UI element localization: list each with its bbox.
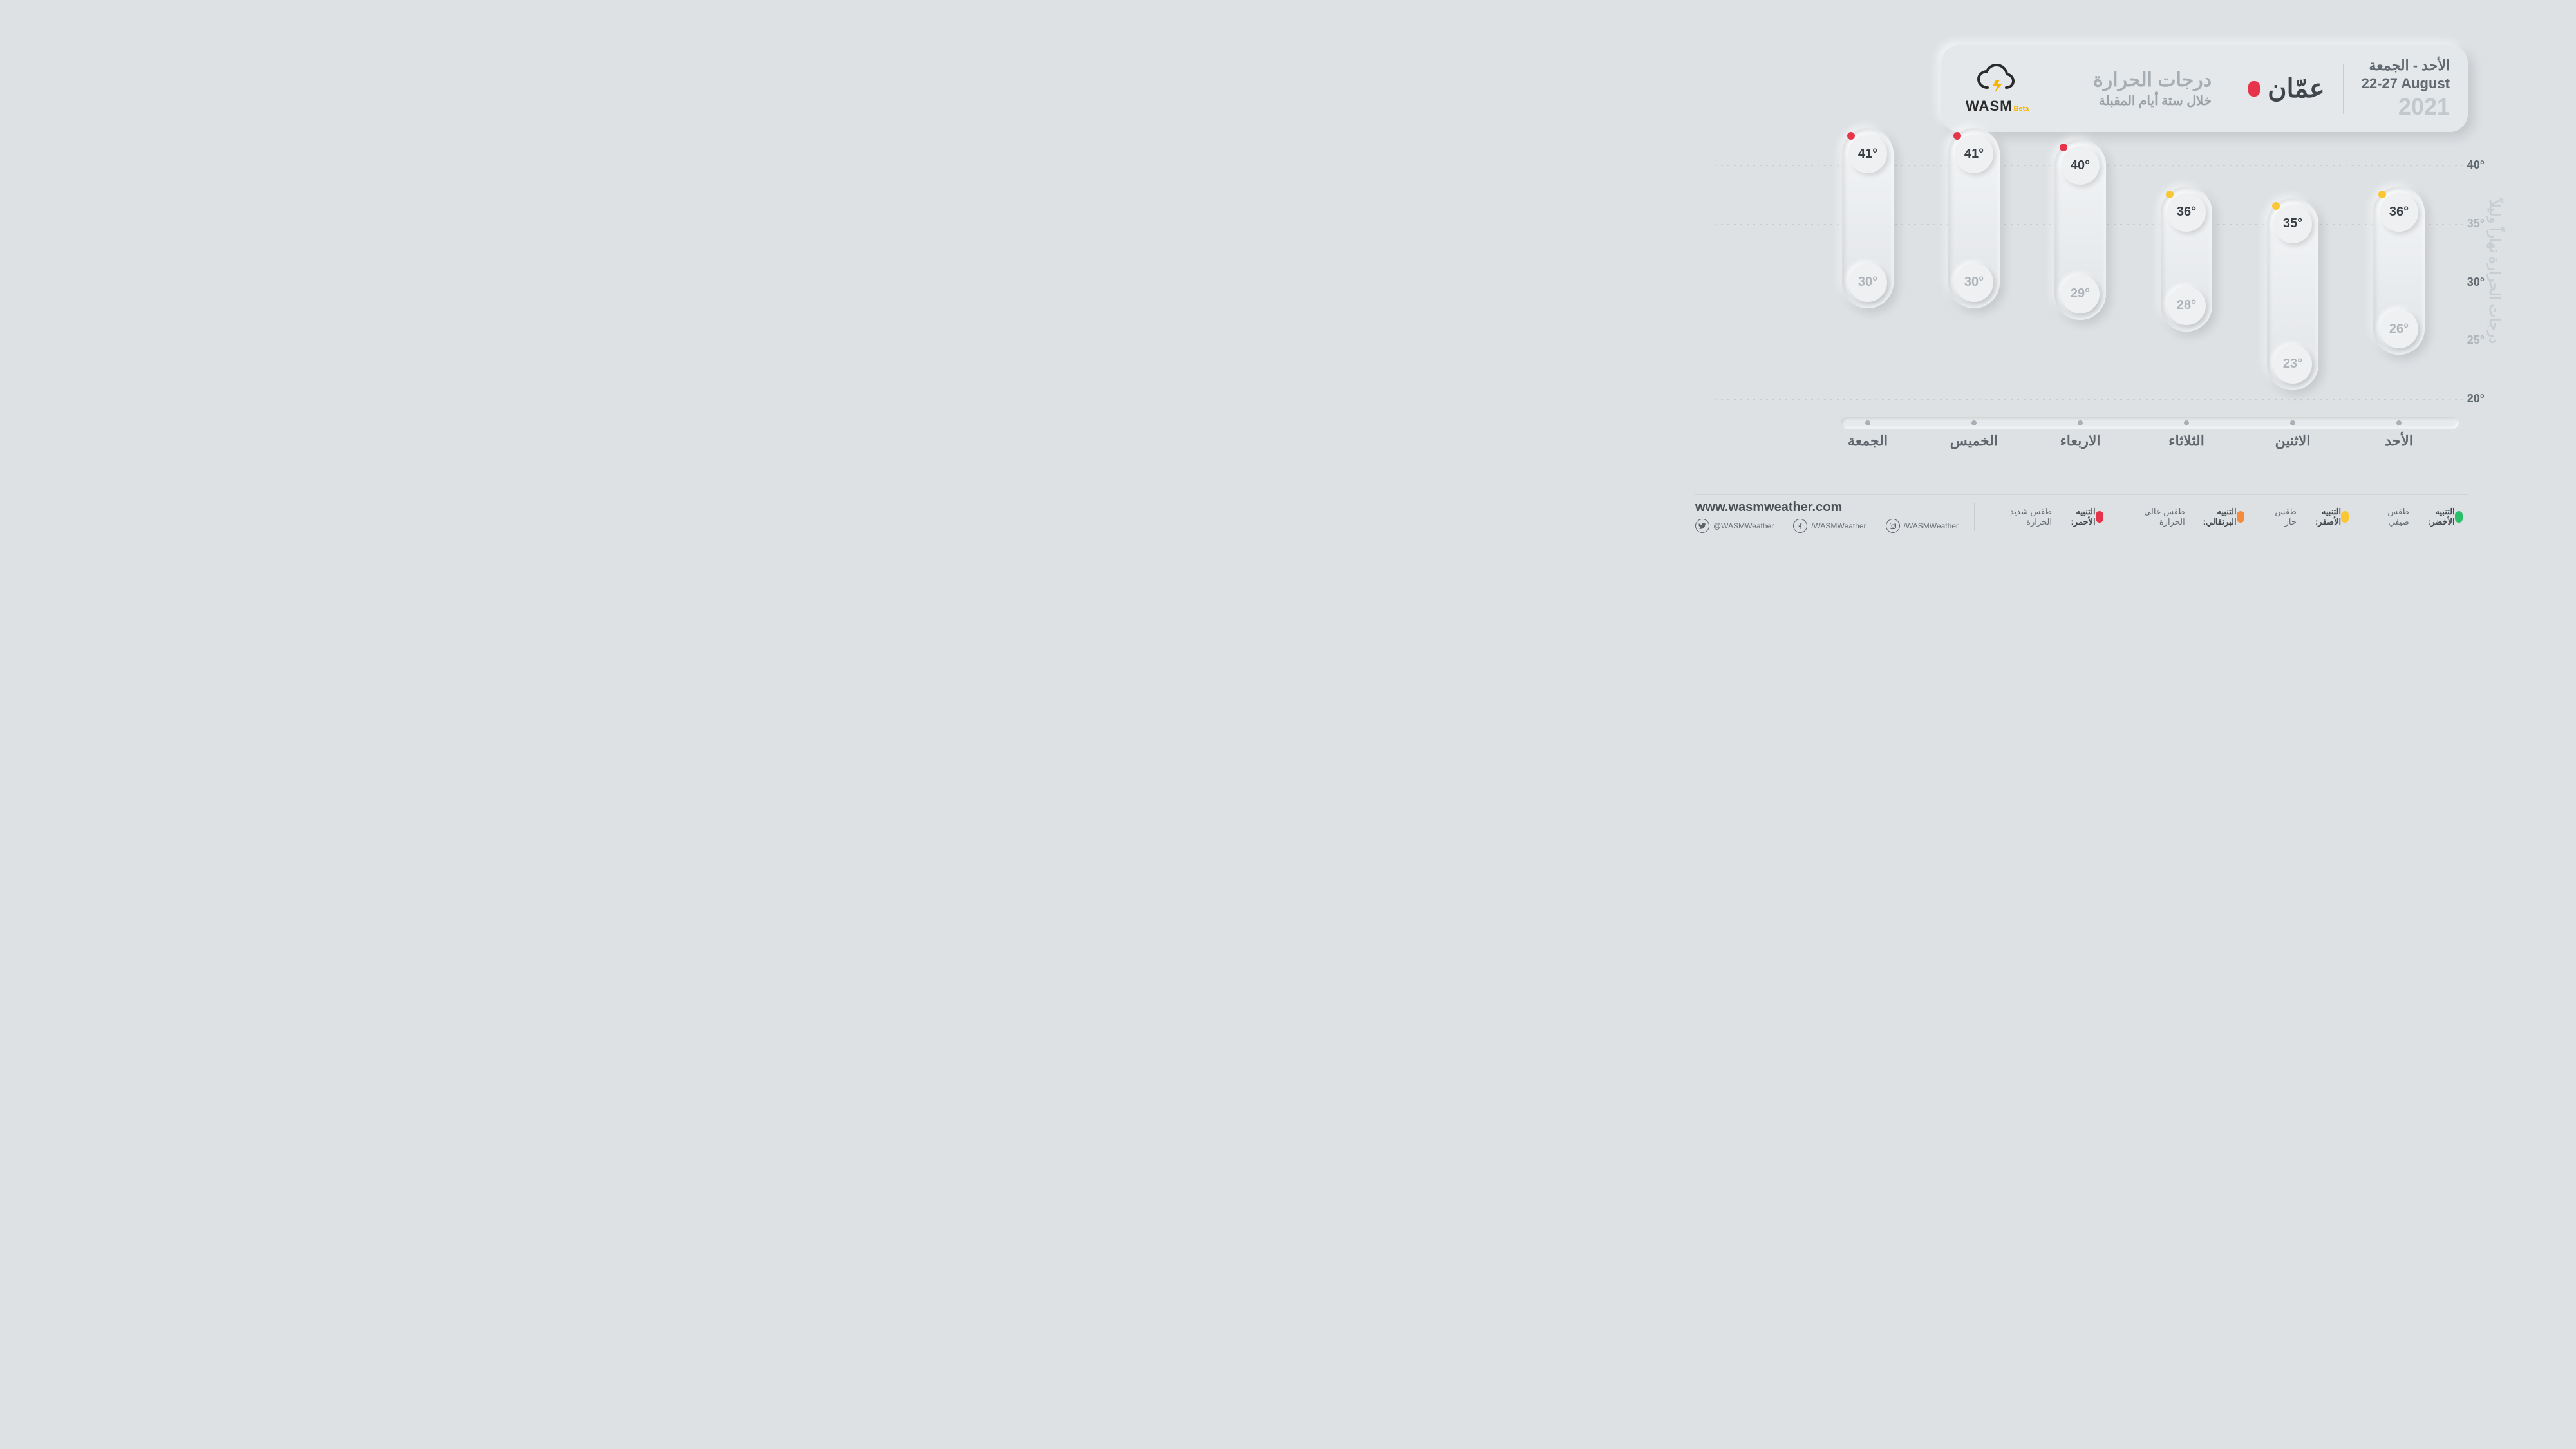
day-column: 41°30°	[1942, 148, 2006, 418]
temp-low: 28°	[2167, 286, 2206, 325]
y-tick: 20°	[2467, 392, 2485, 406]
day-column: 35° 23°	[2261, 148, 2325, 418]
temp-high: 41°	[1955, 135, 1993, 173]
x-axis-label: الأحد	[2360, 433, 2438, 449]
logo: WASMBeta	[1966, 63, 2029, 115]
header-card: الأحد - الجمعة 22-27 August 2021 عمّان د…	[1941, 45, 2468, 132]
day-column: 36° 28°	[2154, 148, 2219, 418]
temp-high: 35°	[2273, 205, 2312, 243]
logo-text: WASM	[1966, 98, 2012, 114]
x-axis-label: الخميس	[1935, 433, 2013, 449]
legend-color-icon	[2341, 511, 2349, 523]
date-range-ar: الأحد - الجمعة	[2362, 57, 2450, 74]
alert-dot-icon	[1847, 132, 1855, 140]
temp-low: 30°	[1848, 263, 1887, 302]
social-link[interactable]: @WASMWeather	[1695, 519, 1774, 533]
social-link[interactable]: /WASMWeather	[1886, 519, 1959, 533]
social-handle: /WASMWeather	[1811, 521, 1866, 530]
header-dates: الأحد - الجمعة 22-27 August 2021	[2362, 57, 2450, 120]
logo-beta: Beta	[2013, 105, 2029, 113]
legend-desc: طقس حار	[2265, 507, 2297, 527]
year: 2021	[2362, 93, 2450, 120]
twitter-icon	[1695, 519, 1709, 533]
alert-dot-icon	[2060, 144, 2067, 151]
legend-desc: طقس صيفي	[2369, 507, 2409, 527]
x-axis-label: الثلاثاء	[2148, 433, 2225, 449]
socials: @WASMWeather/WASMWeather/WASMWeather	[1695, 519, 1959, 533]
temperature-chart: درجات الحرارة نهاراً وليلاً 40°35°30°25°…	[1707, 148, 2467, 418]
x-axis-dot	[2184, 420, 2189, 425]
x-axis-dot	[2396, 420, 2402, 425]
instagram-icon	[1886, 519, 1900, 533]
temp-low: 29°	[2061, 275, 2100, 313]
legend-item: التنبيه البرتقالي: طقس عالي الحرارة	[2124, 507, 2250, 527]
website: www.wasmweather.com	[1695, 500, 1959, 515]
date-range-en: 22-27 August	[2362, 75, 2450, 92]
x-axis-bar	[1841, 417, 2459, 429]
footer: التنبيه الأخضر: طقس صيفي التنبيه الأصفر: …	[1695, 494, 2468, 530]
footer-web-block: www.wasmweather.com @WASMWeather/WASMWea…	[1695, 500, 1959, 533]
header-title: درجات الحرارة خلال ستة أيام المقبلة	[2093, 69, 2212, 109]
legend-title: التنبيه الأصفر:	[2299, 507, 2341, 527]
day-column: 41°30°	[1836, 148, 1900, 418]
alert-dot-icon	[1953, 132, 1961, 140]
temp-high: 36°	[2380, 193, 2418, 232]
legend-item: التنبيه الأخضر: طقس صيفي	[2369, 507, 2468, 527]
legend-color-icon	[2096, 511, 2103, 523]
y-tick: 35°	[2467, 217, 2485, 230]
temp-high: 40°	[2061, 146, 2100, 185]
city-dot-icon	[2248, 81, 2260, 97]
social-link[interactable]: /WASMWeather	[1793, 519, 1866, 533]
y-axis-label: درجات الحرارة نهاراً وليلاً	[2486, 200, 2503, 344]
alert-dot-icon	[2272, 202, 2280, 210]
legend-title: التنبيه الأخضر:	[2412, 507, 2455, 527]
day-column: 40° 29°	[2048, 148, 2112, 418]
x-axis-label: الاربعاء	[2042, 433, 2119, 449]
x-axis-dot	[2290, 420, 2295, 425]
legend-title: التنبيه البرتقالي:	[2188, 507, 2237, 527]
alert-dot-icon	[2378, 191, 2386, 198]
day-column: 36° 26°	[2367, 148, 2431, 418]
subtitle: خلال ستة أيام المقبلة	[2093, 93, 2212, 109]
cloud-lightning-icon	[1975, 63, 2020, 98]
x-axis-label: الاثنين	[2254, 433, 2331, 449]
header-city: عمّان	[2248, 74, 2325, 104]
x-axis-label: الجمعة	[1829, 433, 1906, 449]
title: درجات الحرارة	[2093, 69, 2212, 91]
temp-low: 26°	[2380, 310, 2418, 348]
divider	[1974, 503, 1975, 531]
alert-dot-icon	[2166, 191, 2174, 198]
legend-item: التنبيه الأصفر: طقس حار	[2265, 507, 2354, 527]
legend-item: التنبيه الأحمر: طقس شديد الحرارة	[1990, 507, 2109, 527]
legend-desc: طقس عالي الحرارة	[2124, 507, 2185, 527]
x-axis-dot	[1865, 420, 1870, 425]
y-tick: 30°	[2467, 276, 2485, 289]
x-axis-dot	[2078, 420, 2083, 425]
temp-low: 30°	[1955, 263, 1993, 302]
temp-high: 36°	[2167, 193, 2206, 232]
legend: التنبيه الأخضر: طقس صيفي التنبيه الأصفر: …	[1990, 507, 2468, 527]
legend-color-icon	[2455, 511, 2463, 523]
legend-color-icon	[2237, 511, 2244, 523]
y-tick: 25°	[2467, 333, 2485, 347]
legend-title: التنبيه الأحمر:	[2054, 507, 2096, 527]
divider	[2343, 64, 2344, 114]
y-tick: 40°	[2467, 158, 2485, 172]
x-axis-dot	[1971, 420, 1977, 425]
social-handle: @WASMWeather	[1713, 521, 1774, 530]
city-name: عمّان	[2268, 74, 2325, 104]
temp-high: 41°	[1848, 135, 1887, 173]
social-handle: /WASMWeather	[1904, 521, 1959, 530]
legend-desc: طقس شديد الحرارة	[1990, 507, 2052, 527]
facebook-icon	[1793, 519, 1807, 533]
temp-low: 23°	[2273, 345, 2312, 384]
